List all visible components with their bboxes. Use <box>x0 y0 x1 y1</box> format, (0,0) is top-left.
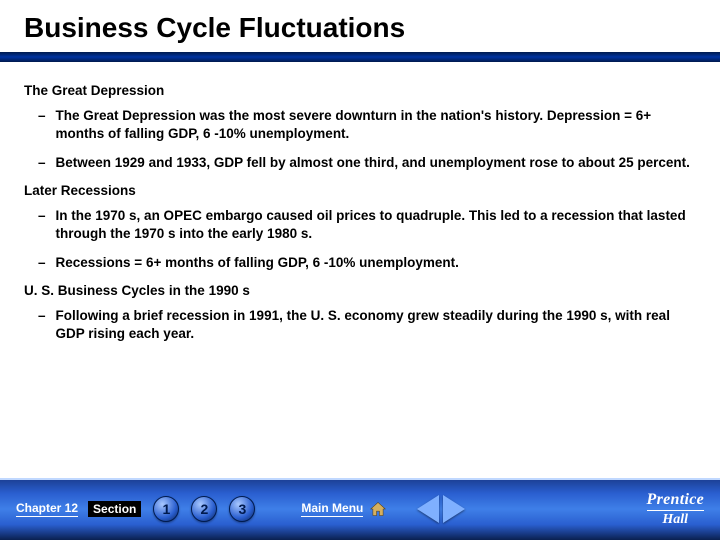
main-menu-link[interactable]: Main Menu <box>301 501 363 517</box>
slide-title: Business Cycle Fluctuations <box>0 0 720 52</box>
footer-bar: Chapter 12 Section 1 2 3 Main Menu Prent… <box>0 478 720 540</box>
bullet-dash: – <box>38 307 46 343</box>
section-button-2[interactable]: 2 <box>191 496 217 522</box>
subheading-1: Later Recessions <box>24 182 690 200</box>
logo-line-2: Hall <box>647 513 705 527</box>
section-button-1[interactable]: 1 <box>153 496 179 522</box>
bullet-text: Following a brief recession in 1991, the… <box>56 307 690 343</box>
nav-arrows <box>417 495 465 523</box>
bullet-text: In the 1970 s, an OPEC embargo caused oi… <box>56 207 690 243</box>
logo-line-1: Prentice <box>647 492 705 508</box>
bullet-0-0: – The Great Depression was the most seve… <box>38 107 690 143</box>
next-arrow-icon[interactable] <box>443 495 465 523</box>
bullet-dash: – <box>38 107 46 143</box>
subheading-2: U. S. Business Cycles in the 1990 s <box>24 282 690 300</box>
title-underline <box>0 52 720 62</box>
bullet-1-0: – In the 1970 s, an OPEC embargo caused … <box>38 207 690 243</box>
bullet-0-1: – Between 1929 and 1933, GDP fell by alm… <box>38 154 690 172</box>
prev-arrow-icon[interactable] <box>417 495 439 523</box>
bullet-2-0: – Following a brief recession in 1991, t… <box>38 307 690 343</box>
logo-divider <box>647 510 705 511</box>
content-area: The Great Depression – The Great Depress… <box>0 62 720 343</box>
section-button-3[interactable]: 3 <box>229 496 255 522</box>
chapter-link[interactable]: Chapter 12 <box>16 501 78 517</box>
bullet-text: The Great Depression was the most severe… <box>56 107 690 143</box>
footer-top-line <box>0 478 720 480</box>
bullet-dash: – <box>38 254 46 272</box>
section-label: Section <box>88 501 141 517</box>
subheading-0: The Great Depression <box>24 82 690 100</box>
bullet-1-1: – Recessions = 6+ months of falling GDP,… <box>38 254 690 272</box>
bullet-text: Recessions = 6+ months of falling GDP, 6… <box>56 254 690 272</box>
bullet-dash: – <box>38 207 46 243</box>
home-icon[interactable] <box>369 501 387 517</box>
bullet-dash: – <box>38 154 46 172</box>
publisher-logo: Prentice Hall <box>647 492 705 527</box>
bullet-text: Between 1929 and 1933, GDP fell by almos… <box>56 154 690 172</box>
